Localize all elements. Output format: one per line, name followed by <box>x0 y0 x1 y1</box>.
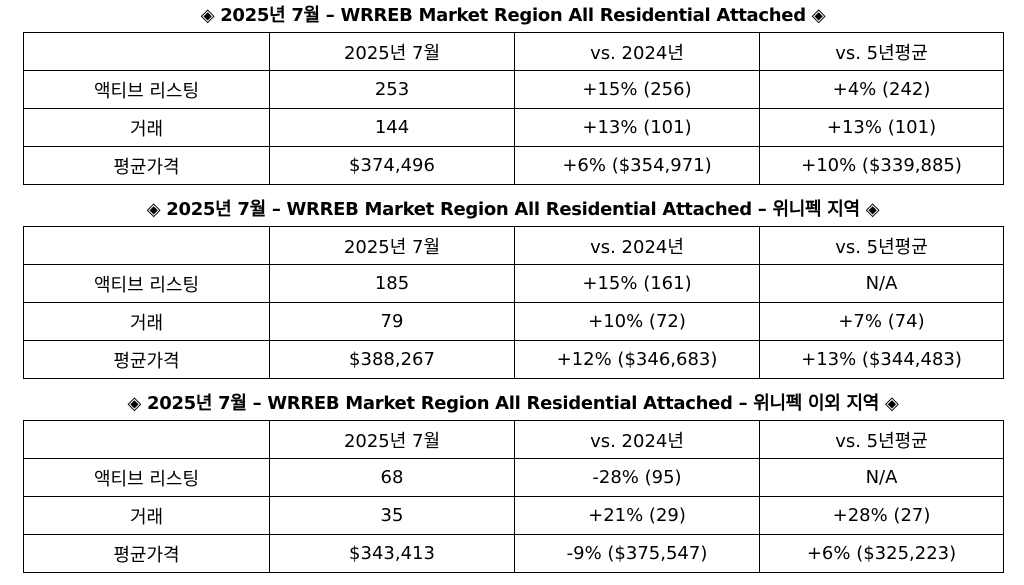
header-cell-vs-year: vs. 2024년 <box>514 32 760 71</box>
table-cell: +15% (256) <box>514 70 760 109</box>
table-cell: +10% ($339,885) <box>759 146 1004 185</box>
section-outside-winnipeg: ◈ 2025년 7월 – WRREB Market Region All Res… <box>23 388 1004 573</box>
table-header-row: 2025년 7월 vs. 2024년 vs. 5년평균 <box>23 226 1004 265</box>
table-cell: 144 <box>269 108 515 147</box>
row-label: 액티브 리스팅 <box>23 264 270 303</box>
table-row: 평균가격 $374,496 +6% ($354,971) +10% ($339,… <box>23 146 1004 185</box>
stats-table: 2025년 7월 vs. 2024년 vs. 5년평균 액티브 리스팅 253 … <box>23 32 1004 185</box>
table-cell: 253 <box>269 70 515 109</box>
section-title: ◈ 2025년 7월 – WRREB Market Region All Res… <box>127 393 899 414</box>
header-cell-vs-5yr: vs. 5년평균 <box>759 32 1004 71</box>
stats-table: 2025년 7월 vs. 2024년 vs. 5년평균 액티브 리스팅 185 … <box>23 226 1004 379</box>
table-cell: +7% (74) <box>759 302 1004 341</box>
header-cell-period: 2025년 7월 <box>269 32 515 71</box>
header-cell-vs-year: vs. 2024년 <box>514 420 760 459</box>
header-cell-vs-5yr: vs. 5년평균 <box>759 226 1004 265</box>
row-label: 평균가격 <box>23 146 270 185</box>
header-cell-period: 2025년 7월 <box>269 226 515 265</box>
section-all-region: ◈ 2025년 7월 – WRREB Market Region All Res… <box>23 0 1004 185</box>
table-cell: $343,413 <box>269 534 515 573</box>
row-label: 액티브 리스팅 <box>23 458 270 497</box>
table-cell: +12% ($346,683) <box>514 340 760 379</box>
table-row: 액티브 리스팅 185 +15% (161) N/A <box>23 264 1004 303</box>
table-cell: 79 <box>269 302 515 341</box>
section-winnipeg: ◈ 2025년 7월 – WRREB Market Region All Res… <box>23 194 1004 379</box>
table-cell: +6% ($354,971) <box>514 146 760 185</box>
table-cell: +4% (242) <box>759 70 1004 109</box>
table-cell: +13% (101) <box>759 108 1004 147</box>
table-row: 거래 144 +13% (101) +13% (101) <box>23 108 1004 147</box>
table-cell: +15% (161) <box>514 264 760 303</box>
table-row: 거래 79 +10% (72) +7% (74) <box>23 302 1004 341</box>
table-row: 액티브 리스팅 253 +15% (256) +4% (242) <box>23 70 1004 109</box>
table-header-row: 2025년 7월 vs. 2024년 vs. 5년평균 <box>23 32 1004 71</box>
table-row: 거래 35 +21% (29) +28% (27) <box>23 496 1004 535</box>
table-row: 액티브 리스팅 68 -28% (95) N/A <box>23 458 1004 497</box>
table-cell: 185 <box>269 264 515 303</box>
table-header-row: 2025년 7월 vs. 2024년 vs. 5년평균 <box>23 420 1004 459</box>
table-cell: -28% (95) <box>514 458 760 497</box>
row-label: 평균가격 <box>23 534 270 573</box>
row-label: 평균가격 <box>23 340 270 379</box>
table-cell: $374,496 <box>269 146 515 185</box>
header-cell-vs-year: vs. 2024년 <box>514 226 760 265</box>
row-label: 거래 <box>23 302 270 341</box>
table-cell: +13% (101) <box>514 108 760 147</box>
table-cell: -9% ($375,547) <box>514 534 760 573</box>
stats-table: 2025년 7월 vs. 2024년 vs. 5년평균 액티브 리스팅 68 -… <box>23 420 1004 573</box>
header-cell-period: 2025년 7월 <box>269 420 515 459</box>
row-label: 거래 <box>23 496 270 535</box>
table-cell: N/A <box>759 458 1004 497</box>
section-title: ◈ 2025년 7월 – WRREB Market Region All Res… <box>146 199 880 220</box>
table-cell: N/A <box>759 264 1004 303</box>
row-label: 액티브 리스팅 <box>23 70 270 109</box>
header-cell-empty <box>23 32 270 71</box>
table-cell: +10% (72) <box>514 302 760 341</box>
row-label: 거래 <box>23 108 270 147</box>
header-cell-empty <box>23 420 270 459</box>
table-cell: +21% (29) <box>514 496 760 535</box>
table-cell: 68 <box>269 458 515 497</box>
table-row: 평균가격 $388,267 +12% ($346,683) +13% ($344… <box>23 340 1004 379</box>
table-cell: +28% (27) <box>759 496 1004 535</box>
table-cell: 35 <box>269 496 515 535</box>
table-cell: +6% ($325,223) <box>759 534 1004 573</box>
table-row: 평균가격 $343,413 -9% ($375,547) +6% ($325,2… <box>23 534 1004 573</box>
header-cell-vs-5yr: vs. 5년평균 <box>759 420 1004 459</box>
table-cell: $388,267 <box>269 340 515 379</box>
table-cell: +13% ($344,483) <box>759 340 1004 379</box>
header-cell-empty <box>23 226 270 265</box>
section-title: ◈ 2025년 7월 – WRREB Market Region All Res… <box>200 5 826 26</box>
